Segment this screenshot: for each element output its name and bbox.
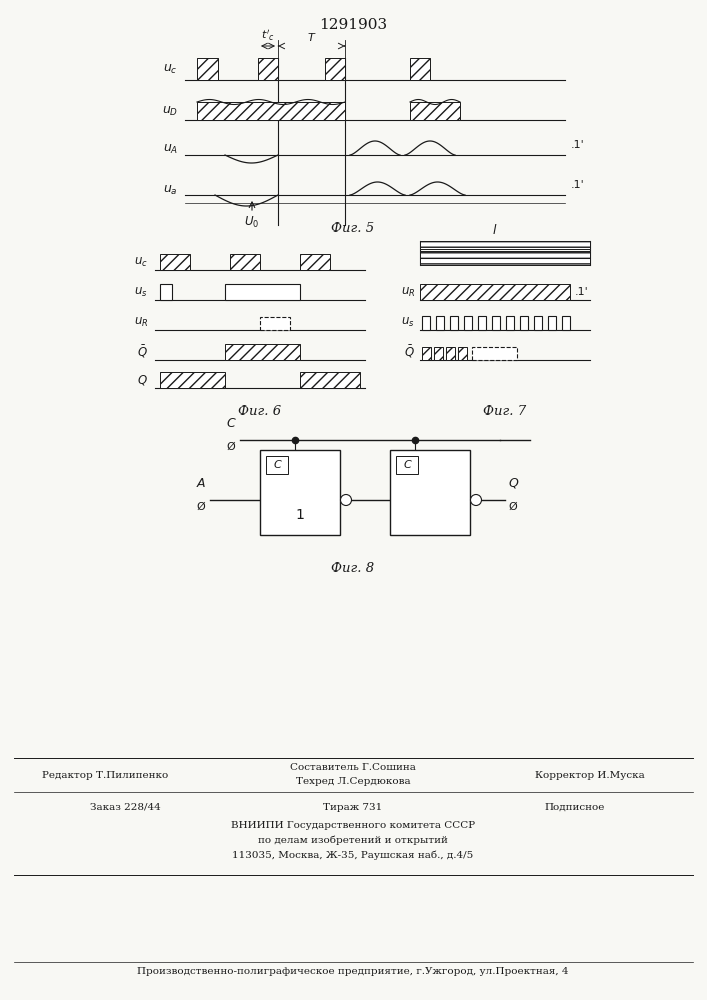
Bar	[422, 347, 431, 360]
Text: Подписное: Подписное	[545, 802, 605, 812]
Text: Заказ 228/44: Заказ 228/44	[90, 802, 160, 812]
Text: 113035, Москва, Ж-35, Раушская наб., д.4/5: 113035, Москва, Ж-35, Раушская наб., д.4…	[233, 850, 474, 860]
Text: $l$: $l$	[492, 223, 498, 237]
Text: Фиг. 8: Фиг. 8	[332, 562, 375, 575]
Text: Корректор И.Муска: Корректор И.Муска	[535, 770, 645, 780]
Text: $u_R$: $u_R$	[401, 285, 415, 299]
Text: 1291903: 1291903	[319, 18, 387, 32]
Text: $\bar{Q}$: $\bar{Q}$	[404, 344, 415, 360]
Bar	[410, 102, 460, 120]
Text: C: C	[273, 460, 281, 470]
Bar	[420, 284, 570, 300]
Text: .1': .1'	[571, 180, 585, 190]
Bar	[436, 316, 444, 330]
Text: .1': .1'	[575, 287, 589, 297]
Bar	[160, 254, 190, 270]
Text: Q: Q	[508, 477, 518, 490]
Bar	[450, 316, 458, 330]
Text: по делам изобретений и открытий: по делам изобретений и открытий	[258, 835, 448, 845]
Text: Техред Л.Сердюкова: Техред Л.Сердюкова	[296, 778, 410, 786]
Bar	[225, 284, 300, 300]
Bar	[410, 58, 430, 80]
Bar	[225, 344, 300, 360]
Text: $u_s$: $u_s$	[402, 315, 415, 329]
Bar	[390, 450, 470, 535]
Bar	[458, 347, 467, 360]
Bar	[520, 316, 528, 330]
Text: $u_c$: $u_c$	[134, 255, 148, 269]
Text: Редактор Т.Пилипенко: Редактор Т.Пилипенко	[42, 770, 168, 780]
Text: C: C	[226, 417, 235, 430]
Bar	[434, 347, 443, 360]
Text: C: C	[403, 460, 411, 470]
Bar	[260, 450, 340, 535]
Bar	[420, 241, 590, 249]
Bar	[478, 316, 486, 330]
Text: .1': .1'	[571, 140, 585, 150]
Bar	[197, 58, 218, 80]
Text: $u_a$: $u_a$	[163, 183, 178, 197]
Bar	[422, 316, 430, 330]
Text: $Q$: $Q$	[137, 373, 148, 387]
Bar	[230, 254, 260, 270]
Text: $u_D$: $u_D$	[162, 104, 178, 118]
Circle shape	[470, 494, 481, 506]
Text: $u_R$: $u_R$	[134, 315, 148, 329]
Text: Фиг. 5: Фиг. 5	[332, 222, 375, 235]
Text: Тираж 731: Тираж 731	[323, 802, 382, 812]
Bar	[258, 58, 278, 80]
Bar	[464, 316, 472, 330]
Bar	[260, 317, 290, 330]
Text: $T$: $T$	[307, 31, 316, 43]
Bar	[266, 456, 288, 474]
Bar	[396, 456, 418, 474]
Bar	[506, 316, 514, 330]
Text: A: A	[197, 477, 205, 490]
Text: Фиг. 6: Фиг. 6	[238, 405, 281, 418]
Text: $u_c$: $u_c$	[163, 62, 178, 76]
Text: Ø: Ø	[197, 502, 205, 512]
Text: Ø: Ø	[508, 502, 517, 512]
Text: $u_A$: $u_A$	[163, 142, 178, 156]
Text: $u_s$: $u_s$	[134, 285, 148, 299]
Text: ВНИИПИ Государственного комитета СССР: ВНИИПИ Государственного комитета СССР	[231, 820, 475, 830]
Bar	[160, 284, 172, 300]
Text: $\bar{Q}$: $\bar{Q}$	[137, 344, 148, 360]
Bar	[420, 251, 590, 265]
Text: $U_0$: $U_0$	[245, 215, 259, 230]
Text: $t'_c$: $t'_c$	[261, 28, 275, 43]
Circle shape	[341, 494, 351, 506]
Text: 1: 1	[296, 508, 305, 522]
Bar	[446, 347, 455, 360]
Text: Ø: Ø	[226, 442, 235, 452]
Bar	[534, 316, 542, 330]
Bar	[300, 254, 330, 270]
Text: Составитель Г.Сошина: Составитель Г.Сошина	[290, 764, 416, 772]
Bar	[562, 316, 570, 330]
Bar	[160, 372, 225, 388]
Bar	[548, 316, 556, 330]
Text: Фиг. 7: Фиг. 7	[484, 405, 527, 418]
Text: Производственно-полиграфическое предприятие, г.Ужгород, ул.Проектная, 4: Производственно-полиграфическое предприя…	[137, 968, 568, 976]
Bar	[325, 58, 345, 80]
Bar	[197, 102, 345, 120]
Bar	[492, 316, 500, 330]
Bar	[300, 372, 360, 388]
Bar	[472, 347, 517, 360]
